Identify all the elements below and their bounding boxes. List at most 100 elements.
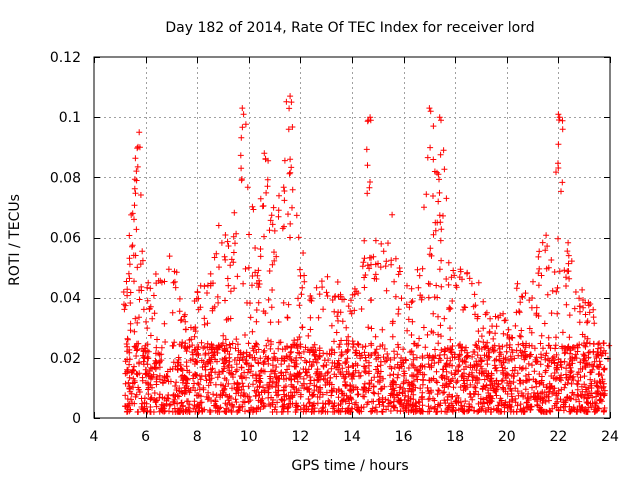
data-point	[447, 325, 453, 332]
data-point	[227, 315, 234, 322]
data-point	[221, 345, 228, 352]
data-point	[143, 400, 150, 407]
data-point	[141, 395, 148, 402]
data-point	[287, 389, 294, 396]
data-point	[266, 227, 273, 234]
data-point	[436, 114, 443, 121]
data-point	[275, 319, 282, 325]
data-point	[478, 333, 485, 340]
data-point	[281, 223, 287, 230]
data-point	[385, 240, 391, 247]
data-point	[289, 394, 296, 401]
data-point	[529, 384, 535, 391]
data-point	[299, 324, 306, 331]
data-point	[325, 357, 332, 364]
x-axis-label: GPS time / hours	[291, 458, 408, 474]
data-point	[287, 220, 294, 227]
data-point	[201, 321, 208, 328]
data-point	[274, 399, 281, 406]
data-point	[377, 358, 384, 365]
data-point	[169, 309, 176, 316]
data-point	[270, 204, 277, 211]
data-point	[291, 337, 298, 344]
data-point	[219, 392, 226, 399]
data-point	[405, 316, 412, 323]
data-point	[371, 275, 378, 282]
data-point	[320, 375, 327, 382]
data-point	[244, 369, 251, 376]
data-point	[577, 374, 584, 381]
data-point	[205, 371, 212, 378]
data-point	[273, 374, 280, 381]
data-point	[194, 288, 201, 295]
data-point	[275, 213, 282, 220]
data-point	[492, 330, 499, 337]
data-point	[582, 357, 589, 364]
data-point	[285, 126, 292, 133]
data-point	[124, 336, 131, 343]
data-point	[536, 265, 543, 272]
data-point	[510, 373, 517, 380]
data-point	[312, 356, 319, 363]
data-point	[126, 349, 133, 356]
data-point	[344, 355, 351, 362]
data-point	[560, 407, 567, 414]
data-point	[176, 308, 183, 315]
data-point	[124, 286, 131, 293]
data-point	[408, 348, 415, 355]
data-point	[204, 320, 211, 327]
data-point	[307, 374, 314, 380]
data-point	[161, 320, 168, 327]
data-point	[598, 372, 605, 379]
data-point	[178, 316, 185, 323]
data-point	[485, 353, 492, 360]
data-point	[315, 408, 322, 415]
data-point	[578, 383, 585, 390]
data-point	[310, 391, 317, 398]
data-point	[230, 249, 237, 256]
data-point	[176, 341, 183, 348]
data-point	[209, 307, 216, 314]
data-point	[369, 405, 376, 412]
data-point	[190, 375, 196, 382]
data-point	[249, 282, 255, 289]
data-point	[372, 349, 379, 356]
data-point	[543, 392, 550, 398]
data-point	[483, 395, 490, 402]
data-point	[293, 402, 300, 409]
data-point	[133, 168, 140, 175]
data-point	[161, 278, 168, 285]
data-point	[457, 384, 464, 391]
data-point	[278, 361, 285, 368]
data-point	[331, 338, 337, 345]
data-point	[288, 99, 295, 106]
data-point	[257, 368, 264, 375]
data-point	[129, 243, 135, 250]
data-point	[437, 322, 444, 329]
data-point	[538, 407, 545, 414]
chart-title: Day 182 of 2014, Rate Of TEC Index for r…	[165, 20, 534, 36]
data-point	[282, 383, 289, 390]
data-point	[420, 376, 427, 383]
data-point	[220, 368, 227, 375]
data-point	[435, 171, 442, 178]
data-point	[269, 287, 276, 293]
data-point	[131, 328, 138, 335]
data-point	[139, 374, 146, 381]
data-point	[147, 408, 153, 415]
data-point	[277, 370, 284, 377]
data-point	[134, 319, 141, 326]
data-point	[355, 391, 362, 398]
data-point	[470, 348, 477, 355]
data-point	[438, 226, 445, 233]
data-point	[545, 363, 552, 370]
data-point	[204, 344, 211, 351]
data-point	[218, 381, 224, 388]
data-point	[403, 301, 410, 308]
data-point	[490, 405, 497, 412]
data-point	[334, 279, 341, 285]
data-point	[399, 389, 406, 396]
data-point	[165, 266, 172, 273]
tick-marks	[94, 57, 611, 419]
data-point	[493, 367, 500, 374]
